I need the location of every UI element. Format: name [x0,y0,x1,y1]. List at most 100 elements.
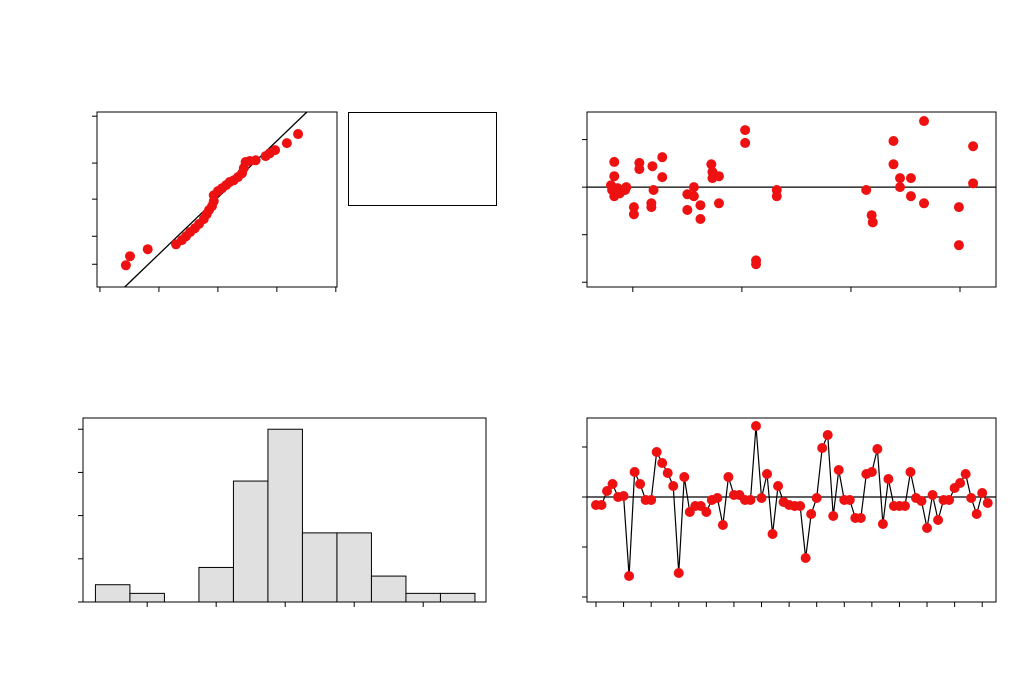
point [905,467,916,477]
point [142,244,153,255]
point [771,191,782,202]
point [596,500,607,510]
point [250,155,261,166]
point [866,467,877,477]
point [270,145,281,156]
point [895,173,906,184]
point [602,486,613,496]
point [773,481,784,491]
point [634,164,645,175]
point [960,469,971,479]
point [628,209,639,220]
point [927,490,938,500]
histogram-bar [94,584,131,603]
point [919,198,930,209]
point [712,493,723,503]
point [750,421,761,431]
point [695,200,706,211]
histogram-bar [232,480,269,603]
point [657,172,668,183]
point [817,443,828,453]
point [695,213,706,224]
point [895,182,906,193]
point [933,515,944,525]
point [872,444,883,454]
point [919,116,930,127]
point [125,251,136,262]
point [953,202,964,213]
point [905,173,916,184]
point [120,260,131,271]
point [745,495,756,505]
point [968,178,979,189]
point [888,159,899,170]
point [756,493,767,503]
point [281,138,292,149]
point [922,523,933,533]
point [944,495,955,505]
point [662,468,673,478]
point [953,240,964,251]
point [877,519,888,529]
point [795,501,806,511]
histogram-bar [405,592,441,603]
point [609,156,620,167]
point [646,495,657,505]
point [762,469,773,479]
point [899,501,910,511]
point [800,553,811,563]
point [293,129,304,140]
point [618,491,629,501]
point [657,458,668,468]
point [955,478,966,488]
point [883,474,894,484]
histogram-bar [198,566,234,603]
point [635,479,646,489]
point [966,493,977,503]
point [713,171,724,182]
point [607,479,618,489]
histogram-bar [267,428,303,603]
point [646,198,657,209]
point [905,191,916,202]
point [916,496,927,506]
histogram-bar [336,532,372,603]
point [673,568,684,578]
histogram-bar [301,532,338,603]
point [648,184,659,195]
point [751,259,762,270]
point [822,430,833,440]
histogram-bar [129,592,165,603]
legend-box [348,112,497,206]
plot-frame [586,417,997,603]
point [767,529,778,539]
point [609,171,620,182]
point [629,467,640,477]
point [688,191,699,202]
point [668,481,679,491]
plot-frame [586,111,997,288]
point [811,493,822,503]
point [657,152,668,163]
point [833,465,844,475]
point [624,571,635,581]
point [968,141,979,152]
point [688,182,699,193]
point [855,513,866,523]
point [740,137,751,148]
point [679,472,690,482]
point [651,447,662,457]
point [977,488,988,498]
histogram-bar [439,592,476,603]
point [717,520,728,530]
point [647,161,658,172]
point [706,159,717,170]
point [682,204,693,215]
point [828,511,839,521]
point [867,217,878,228]
point [621,182,632,193]
point [740,125,751,136]
point [861,184,872,195]
